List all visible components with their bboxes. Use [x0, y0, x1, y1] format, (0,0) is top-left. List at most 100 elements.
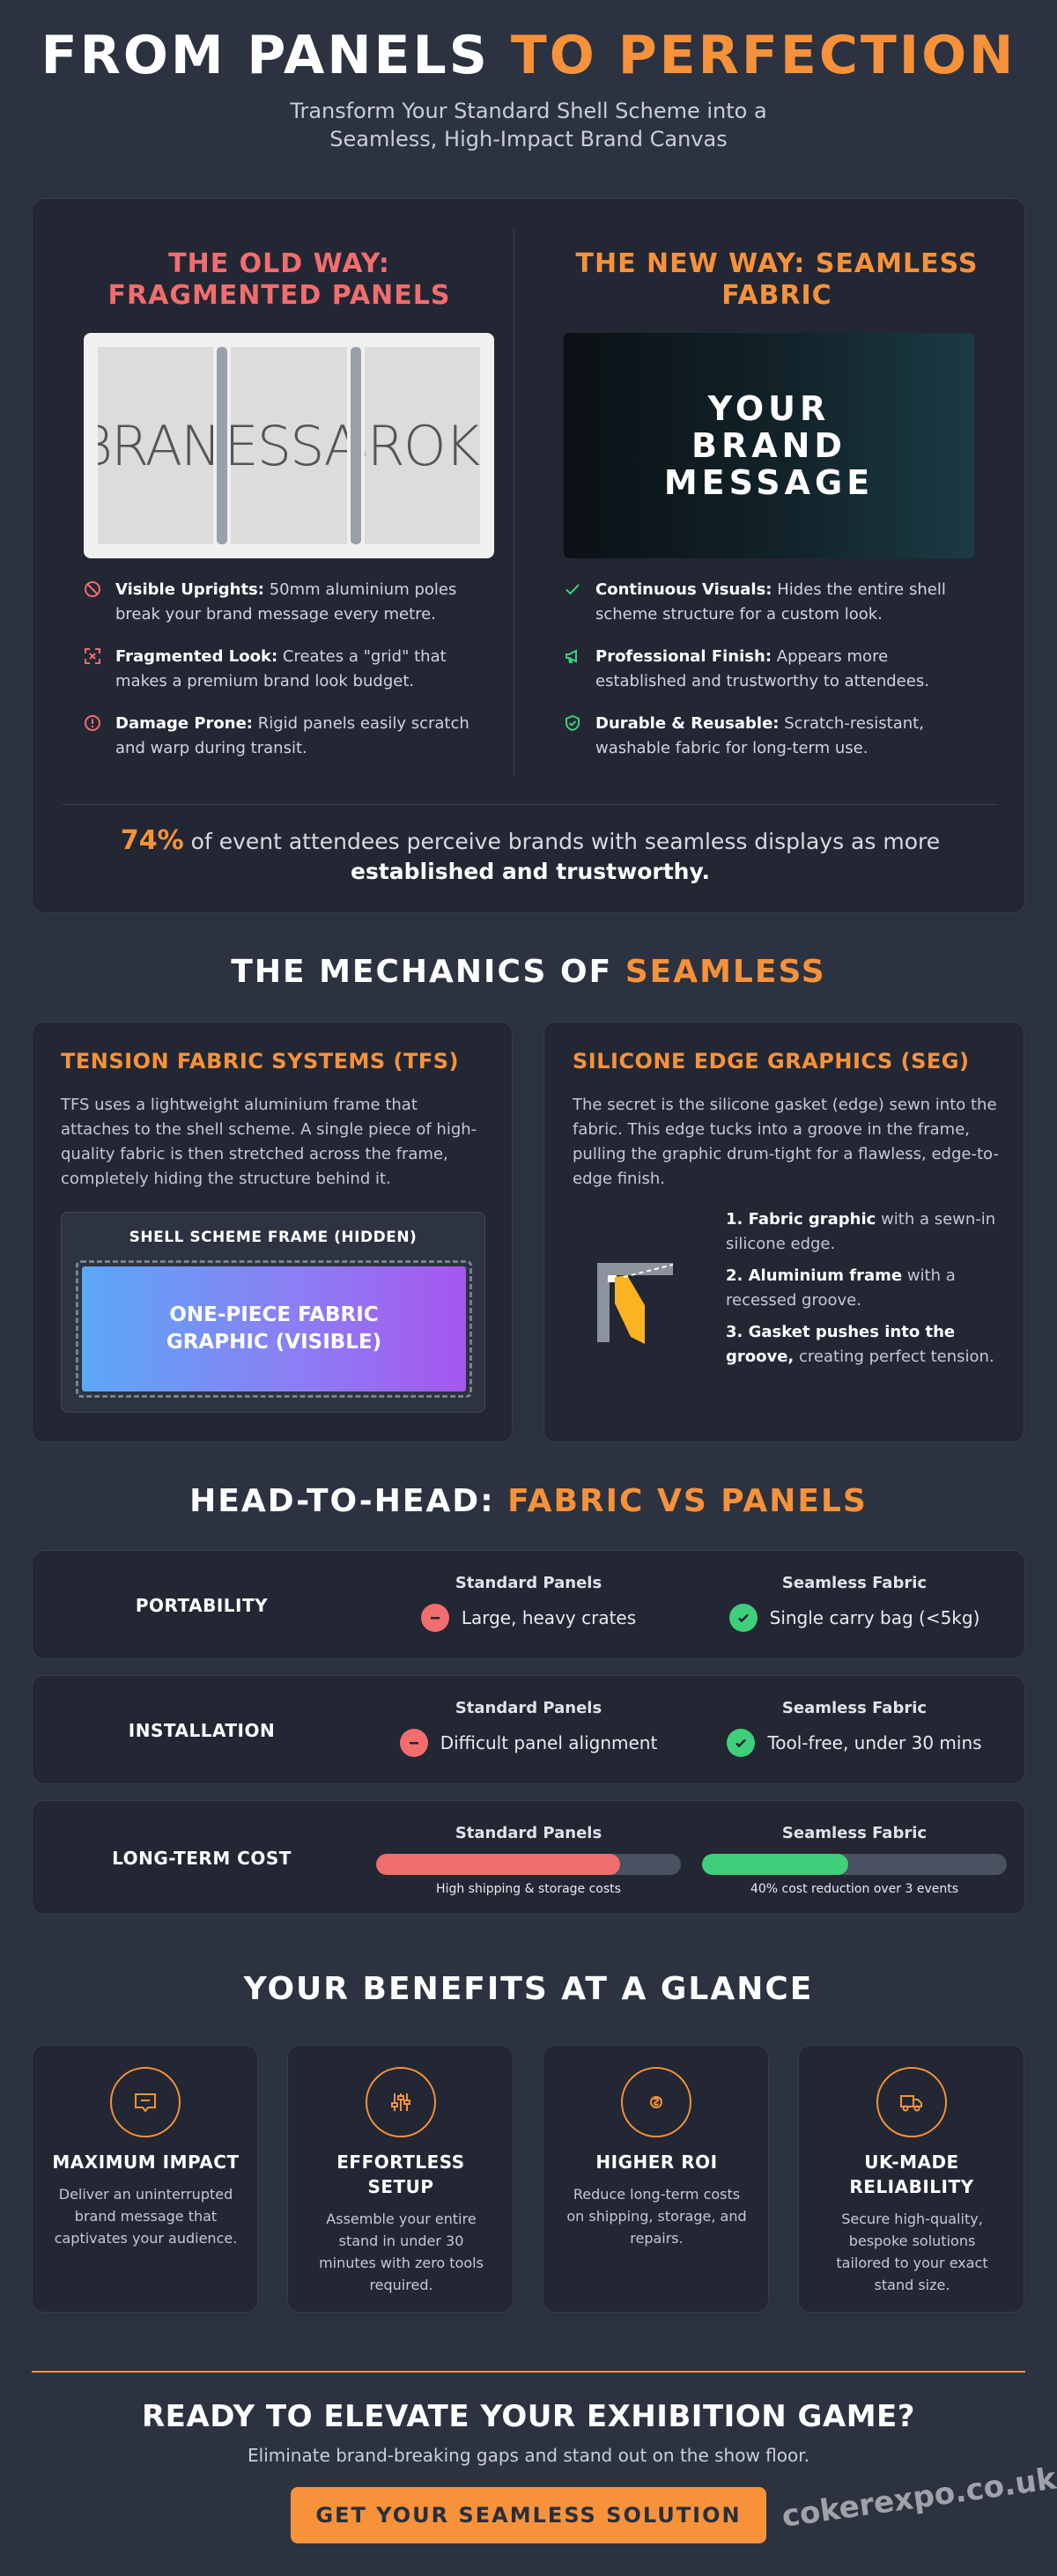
cost-note: High shipping & storage costs — [436, 1882, 621, 1896]
sliders-icon — [366, 2067, 436, 2137]
get-solution-button[interactable]: GET YOUR SEAMLESS SOLUTION — [291, 2487, 766, 2543]
list-item: 1. Fabric graphic with a sewn-in silicon… — [726, 1210, 996, 1253]
benefits-title: YOUR BENEFITS AT A GLANCE — [243, 1971, 814, 2007]
upright-pole — [217, 347, 228, 544]
cost-bar — [702, 1854, 1007, 1875]
column-header: Standard Panels — [455, 1824, 602, 1842]
standard-panels-column: Standard Panels Large, heavy crates — [376, 1551, 681, 1660]
old-way-features: Visible Uprights: 50mm aluminium poles b… — [84, 578, 498, 779]
seg-steps: 1. Fabric graphic with a sewn-in silicon… — [726, 1207, 1008, 1377]
check-icon — [564, 578, 595, 627]
title-main: FROM PANELS — [41, 25, 511, 86]
megaphone-icon — [564, 645, 595, 694]
seg-gasket-diagram — [588, 1236, 685, 1369]
list-item: Visible Uprights: 50mm aluminium poles b… — [84, 578, 498, 627]
tfs-diagram: SHELL SCHEME FRAME (HIDDEN) ONE-PIECE FA… — [61, 1212, 485, 1413]
standard-value: Large, heavy crates — [376, 1604, 681, 1632]
ban-icon — [84, 578, 115, 627]
message-icon — [110, 2067, 181, 2137]
title-accent: TO PERFECTION — [510, 25, 1016, 86]
benefit-description: Secure high-quality, bespoke solutions t… — [836, 2211, 988, 2293]
panel-1: BRANI — [98, 347, 214, 544]
hidden-frame-outline: ONE-PIECE FABRIC GRAPHIC (VISIBLE) — [76, 1260, 472, 1398]
tfs-title: TENSION FABRIC SYSTEMS (TFS) — [61, 1049, 460, 1074]
standard-panels-column: Standard Panels High shipping & storage … — [376, 1801, 681, 1910]
list-item: Professional Finish: Appears more establ… — [564, 645, 978, 694]
standard-panels-column: Standard Panels Difficult panel alignmen… — [376, 1676, 681, 1785]
comparison-card: THE OLD WAY: FRAGMENTED PANELS THE NEW W… — [32, 198, 1025, 913]
tfs-card: TENSION FABRIC SYSTEMS (TFS) TFS uses a … — [32, 1022, 513, 1443]
h2h-row-cost: LONG-TERM COST Standard Panels High ship… — [32, 1800, 1025, 1915]
benefit-title: UK-MADE RELIABILITY — [849, 2152, 974, 2197]
column-header: Standard Panels — [455, 1699, 602, 1717]
shield-check-icon — [564, 712, 595, 761]
seamless-fabric-column: Seamless Fabric 40% cost reduction over … — [702, 1801, 1007, 1910]
cta-title: READY TO ELEVATE YOUR EXHIBITION GAME? — [142, 2399, 915, 2434]
row-label: INSTALLATION — [128, 1720, 276, 1741]
benefit-title: HIGHER ROI — [595, 2152, 718, 2173]
benefit-title: EFFORTLESS SETUP — [336, 2152, 465, 2197]
site-watermark: cokerexpo.co.uk — [780, 2461, 1057, 2535]
new-way-features: Continuous Visuals: Hides the entire she… — [564, 578, 978, 779]
fabric-graphic: ONE-PIECE FABRIC GRAPHIC (VISIBLE) — [82, 1266, 466, 1391]
h2h-title: HEAD-TO-HEAD: FABRIC VS PANELS — [189, 1483, 868, 1519]
list-item: 2. Aluminium frame with a recessed groov… — [726, 1266, 956, 1310]
coin-icon — [621, 2067, 691, 2137]
cta-divider — [32, 2371, 1025, 2373]
list-item: 3. Gasket pushes into the groove, creati… — [726, 1323, 994, 1366]
h2h-row-portability: PORTABILITY Standard Panels Large, heavy… — [32, 1550, 1025, 1659]
mechanics-title: THE MECHANICS OF SEAMLESS — [231, 954, 826, 990]
check-icon — [728, 1604, 758, 1632]
column-header: Seamless Fabric — [781, 1574, 928, 1592]
upright-pole — [350, 347, 361, 544]
cost-note: 40% cost reduction over 3 events — [750, 1882, 959, 1896]
stat-percent: 74% — [120, 825, 184, 856]
benefit-card: UK-MADE RELIABILITY Secure high-quality,… — [798, 2045, 1024, 2313]
benefit-description: Assemble your entire stand in under 30 m… — [319, 2211, 484, 2293]
benefit-description: Deliver an uninterrupted brand message t… — [54, 2186, 238, 2247]
minus-icon — [420, 1604, 449, 1632]
check-icon — [727, 1729, 756, 1757]
seg-card: SILICONE EDGE GRAPHICS (SEG) The secret … — [543, 1022, 1024, 1443]
stat-text: of event attendees perceive brands with … — [183, 829, 941, 854]
benefit-description: Reduce long-term costs on shipping, stor… — [566, 2186, 747, 2247]
minus-icon — [399, 1729, 428, 1757]
new-way-title: THE NEW WAY: SEAMLESS FABRIC — [575, 248, 979, 311]
column-header: Seamless Fabric — [781, 1699, 928, 1717]
panel-2: MESSAG — [231, 347, 347, 544]
page-subtitle: Transform Your Standard Shell Scheme int… — [290, 99, 767, 151]
seamless-fabric-column: Seamless Fabric Single carry bag (<5kg) — [702, 1551, 1007, 1660]
row-label: PORTABILITY — [135, 1595, 269, 1616]
standard-value: Difficult panel alignment — [376, 1729, 681, 1757]
stat-emphasis: established and trustworthy. — [351, 859, 710, 884]
row-label: LONG-TERM COST — [112, 1848, 292, 1869]
benefit-title: MAXIMUM IMPACT — [52, 2152, 240, 2173]
benefit-card: MAXIMUM IMPACT Deliver an uninterrupted … — [32, 2045, 258, 2313]
tfs-description: TFS uses a lightweight aluminium frame t… — [61, 1096, 477, 1188]
column-header: Seamless Fabric — [781, 1824, 928, 1842]
frame-label: SHELL SCHEME FRAME (HIDDEN) — [129, 1229, 418, 1246]
h2h-row-installation: INSTALLATION Standard Panels Difficult p… — [32, 1675, 1025, 1784]
list-item: Damage Prone: Rigid panels easily scratc… — [84, 712, 498, 761]
old-way-title: THE OLD WAY: FRAGMENTED PANELS — [107, 248, 451, 311]
alert-icon — [84, 712, 115, 761]
column-header: Standard Panels — [455, 1574, 602, 1592]
cost-bar — [376, 1854, 681, 1875]
truck-icon — [876, 2067, 947, 2137]
fragmented-panels-visual: BRANI MESSAG BROKE — [84, 333, 494, 558]
panel-3: BROKE — [364, 347, 480, 544]
cta-subtitle: Eliminate brand-breaking gaps and stand … — [248, 2445, 809, 2466]
seg-title: SILICONE EDGE GRAPHICS (SEG) — [573, 1049, 970, 1074]
page-title: FROM PANELS TO PERFECTION — [0, 25, 1057, 86]
list-item: Continuous Visuals: Hides the entire she… — [564, 578, 978, 627]
statistic-callout: 74% of event attendees perceive brands w… — [85, 826, 975, 887]
divider — [63, 804, 996, 805]
fabric-value: Tool-free, under 30 mins — [702, 1729, 1007, 1757]
seg-description: The secret is the silicone gasket (edge)… — [573, 1096, 999, 1188]
fabric-value: Single carry bag (<5kg) — [702, 1604, 1007, 1632]
seamless-fabric-column: Seamless Fabric Tool-free, under 30 mins — [702, 1676, 1007, 1785]
benefit-card: EFFORTLESS SETUP Assemble your entire st… — [287, 2045, 514, 2313]
benefit-card: HIGHER ROI Reduce long-term costs on shi… — [543, 2045, 769, 2313]
seamless-fabric-visual: YOUR BRAND MESSAGE — [564, 333, 974, 558]
